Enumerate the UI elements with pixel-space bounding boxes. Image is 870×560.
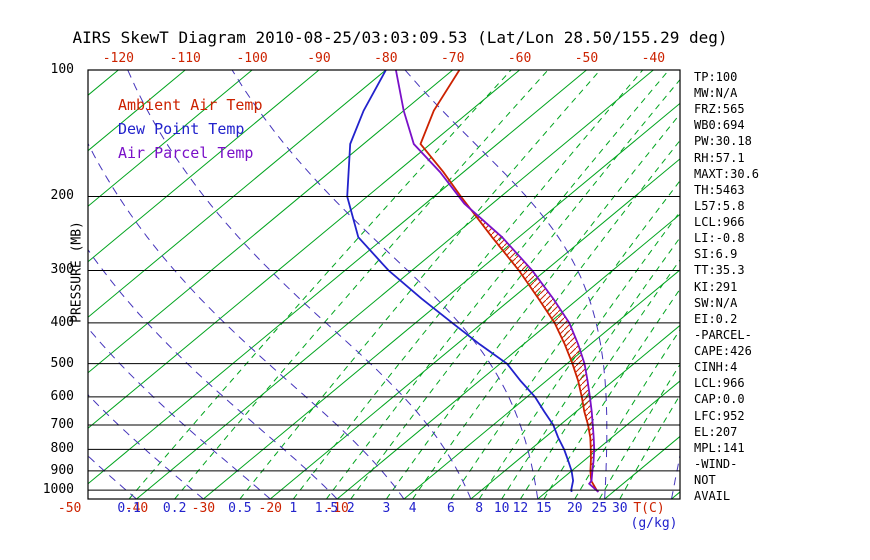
stat-line: FRZ:565 — [694, 102, 745, 117]
stat-line: AVAIL — [694, 489, 731, 504]
bottom-temp-tick: -30 — [191, 501, 216, 516]
mixing-ratio-tick: 8 — [475, 501, 484, 516]
top-axis-tick: -60 — [507, 51, 532, 66]
pressure-tick-label: 600 — [50, 388, 74, 404]
stat-line: EI:0.2 — [694, 311, 738, 326]
mixing-ratio-unit-label: (g/kg) — [630, 516, 678, 531]
stat-line: -PARCEL- — [694, 327, 752, 342]
pressure-tick-label: 400 — [50, 314, 74, 330]
bottom-temp-tick: -20 — [258, 501, 282, 516]
pressure-tick-label: 1000 — [42, 482, 74, 498]
stat-line: -WIND- — [694, 456, 738, 471]
stat-line: TH:5463 — [694, 182, 745, 197]
pressure-tick-label: 800 — [50, 441, 74, 457]
stat-line: MPL:141 — [694, 440, 745, 455]
top-axis-tick: -70 — [440, 51, 465, 66]
stat-line: TT:35.3 — [694, 263, 745, 278]
mixing-ratio-tick: 10 — [493, 501, 510, 516]
stat-line: CINH:4 — [694, 360, 738, 375]
stat-line: NOT — [694, 473, 716, 487]
stat-line: LCL:966 — [694, 376, 745, 391]
stat-line: MW:N/A — [694, 86, 738, 101]
stat-line: WB0:694 — [694, 118, 745, 133]
mixing-ratio-tick: 30 — [611, 501, 628, 516]
mixing-ratio-tick: 15 — [536, 501, 552, 516]
stat-line: MAXT:30.6 — [694, 166, 760, 181]
stat-line: CAP:0.0 — [694, 392, 745, 407]
mixing-ratio-tick: 25 — [591, 501, 608, 516]
pressure-tick-label: 200 — [50, 188, 74, 204]
top-axis-tick: -50 — [574, 51, 599, 66]
mixing-ratio-tick: 2 — [346, 501, 355, 516]
mixing-ratio-tick: 1.5 — [314, 501, 339, 516]
top-axis-tick: -120 — [102, 51, 134, 66]
chart-title: AIRS SkewT Diagram 2010-08-25/03:03:09.5… — [72, 28, 728, 47]
pressure-tick-label: 500 — [50, 355, 74, 371]
mixing-ratio-tick: 6 — [447, 501, 455, 516]
bottom-temp-tick: -40 — [124, 501, 149, 516]
stat-line: PW:30.18 — [694, 134, 752, 149]
bottom-temp-tick: -50 — [57, 501, 82, 516]
mixing-ratio-tick: 4 — [408, 501, 417, 516]
stat-line: LFC:952 — [694, 408, 745, 423]
pressure-axis-label: PRESSURE (MB) — [69, 221, 85, 323]
mixing-ratio-tick: 0.1 — [117, 501, 141, 516]
stat-line: SW:N/A — [694, 295, 738, 310]
legend-item: Ambient Air Temp — [118, 96, 263, 114]
pressure-tick-label: 300 — [50, 262, 74, 278]
pressure-tick-label: 700 — [50, 417, 74, 433]
stat-line: L57:5.8 — [694, 198, 745, 213]
stat-line: EL:207 — [694, 424, 738, 439]
mixing-ratio-tick: 3 — [382, 501, 391, 516]
bottom-temp-tick: -10 — [325, 501, 349, 516]
mixing-ratio-tick: 12 — [512, 501, 529, 516]
mixing-ratio-tick: 0.2 — [162, 501, 187, 516]
top-axis-tick: -100 — [236, 51, 268, 66]
temp-unit-label: T(C) — [633, 501, 665, 516]
stat-line: CAPE:426 — [694, 344, 752, 359]
stat-line: LI:-0.8 — [694, 231, 745, 246]
legend-item: Air Parcel Temp — [118, 144, 254, 162]
stat-line: RH:57.1 — [694, 150, 745, 165]
mixing-ratio-tick: 20 — [566, 501, 583, 516]
mixing-ratio-tick: 1 — [289, 501, 298, 516]
top-axis-tick: -80 — [374, 51, 398, 66]
stat-line: KI:291 — [694, 279, 738, 294]
stat-line: TP:100 — [694, 70, 738, 84]
stat-line: LCL:966 — [694, 215, 745, 230]
top-axis-tick: -110 — [169, 51, 201, 66]
pressure-tick-label: 900 — [50, 462, 74, 478]
top-axis-tick: -90 — [307, 51, 331, 66]
stat-line: SI:6.9 — [694, 247, 738, 262]
pressure-tick-label: 100 — [50, 62, 74, 77]
legend-item: Dew Point Temp — [118, 120, 245, 138]
top-axis-tick: -40 — [641, 51, 666, 66]
mixing-ratio-tick: 0.5 — [228, 501, 252, 516]
